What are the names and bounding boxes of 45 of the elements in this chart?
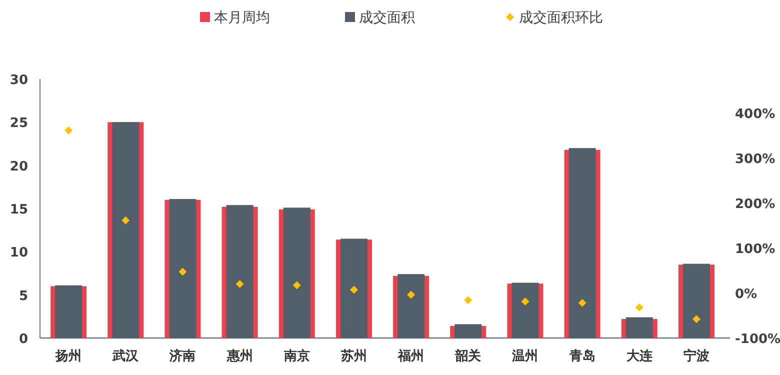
- y2-tick-label: 400%: [735, 106, 776, 122]
- bar: [55, 285, 82, 338]
- x-tick-label: 济南: [168, 348, 196, 364]
- point: [64, 126, 73, 134]
- y-tick-label: 0: [18, 332, 28, 347]
- point: [692, 315, 700, 324]
- legend-label: 成交面积: [359, 10, 415, 26]
- point: [350, 286, 358, 294]
- x-tick-label: 武汉: [112, 349, 140, 364]
- y2-tick-label: 0%: [735, 286, 758, 302]
- point: [407, 290, 416, 299]
- x-tick-label: 温州: [511, 349, 538, 364]
- x-tick-label: 青岛: [568, 349, 596, 364]
- point: [236, 280, 244, 288]
- x-tick-label: 宁波: [683, 348, 710, 364]
- x-tick-label: 大连: [626, 349, 654, 364]
- y-tick-label: 5: [18, 288, 28, 304]
- bar: [626, 317, 653, 338]
- x-tick-label: 福州: [397, 348, 424, 364]
- bar: [398, 274, 425, 338]
- legend-label: 成交面积环比: [519, 10, 603, 26]
- x-tick-label: 惠州: [226, 348, 253, 364]
- y-tick-label: 30: [10, 73, 28, 88]
- x-tick-label: 韶关: [454, 348, 482, 364]
- x-tick-label: 扬州: [54, 349, 82, 364]
- point: [635, 303, 644, 312]
- point: [292, 281, 301, 290]
- y2-tick-label: 100%: [735, 242, 776, 257]
- point: [178, 268, 187, 276]
- bar: [454, 324, 482, 338]
- x-tick-label: 南京: [282, 348, 310, 364]
- legend-label: 本月周均: [214, 10, 270, 26]
- point: [521, 298, 530, 306]
- bar: [226, 205, 254, 338]
- point: [464, 296, 472, 304]
- y2-tick-label: 200%: [735, 196, 776, 212]
- y-tick-label: 10: [10, 246, 28, 261]
- y2-tick-label: 300%: [735, 152, 776, 167]
- y-tick-label: 25: [10, 116, 28, 132]
- point: [122, 216, 130, 224]
- point: [578, 298, 586, 307]
- y-tick-label: 20: [10, 159, 28, 174]
- y2-tick-label: -100%: [735, 332, 780, 347]
- y-tick-label: 15: [10, 202, 28, 218]
- x-tick-label: 苏州: [340, 349, 367, 364]
